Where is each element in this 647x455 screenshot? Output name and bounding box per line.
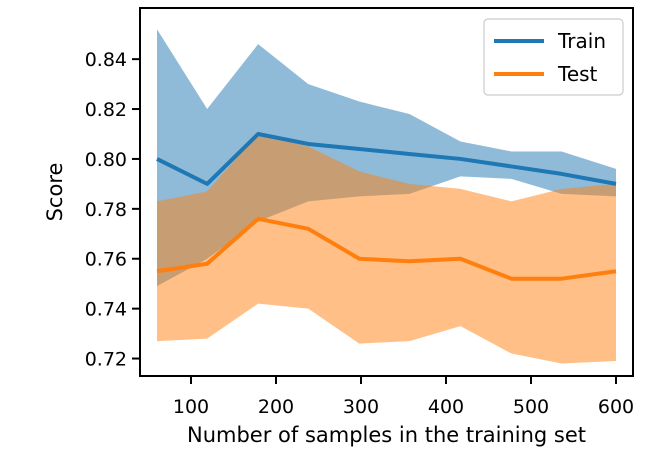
- y-tick-label: 0.78: [85, 199, 127, 221]
- x-tick-label: 600: [598, 396, 634, 418]
- y-tick-label: 0.84: [85, 49, 127, 71]
- x-axis-label: Number of samples in the training set: [187, 423, 586, 447]
- legend-label-test: Test: [557, 62, 598, 86]
- band-train: [157, 29, 616, 287]
- plot-frame: [139, 7, 634, 377]
- series-lines: [156, 131, 617, 281]
- y-axis-label: Score: [43, 163, 67, 222]
- x-tick-label: 300: [343, 396, 379, 418]
- y-axis-ticks: 0.72 0.74 0.76 0.78 0.80 0.82 0.84: [85, 49, 140, 371]
- x-tick-label: 100: [173, 396, 209, 418]
- y-tick-label: 0.82: [85, 99, 127, 121]
- confidence-bands: [157, 29, 616, 364]
- x-tick-label: 500: [513, 396, 549, 418]
- band-test: [157, 133, 616, 364]
- line-train: [156, 131, 617, 186]
- legend-label-train: Train: [557, 29, 606, 53]
- x-tick-label: 200: [258, 396, 294, 418]
- legend: Train Test: [483, 18, 624, 96]
- y-tick-label: 0.76: [85, 249, 127, 271]
- y-tick-label: 0.74: [85, 299, 127, 321]
- line-test: [156, 216, 617, 281]
- x-axis-ticks: 100 200 300 400 500 600: [173, 376, 634, 418]
- y-tick-label: 0.72: [85, 349, 127, 371]
- x-tick-label: 400: [428, 396, 464, 418]
- y-tick-label: 0.80: [85, 149, 127, 171]
